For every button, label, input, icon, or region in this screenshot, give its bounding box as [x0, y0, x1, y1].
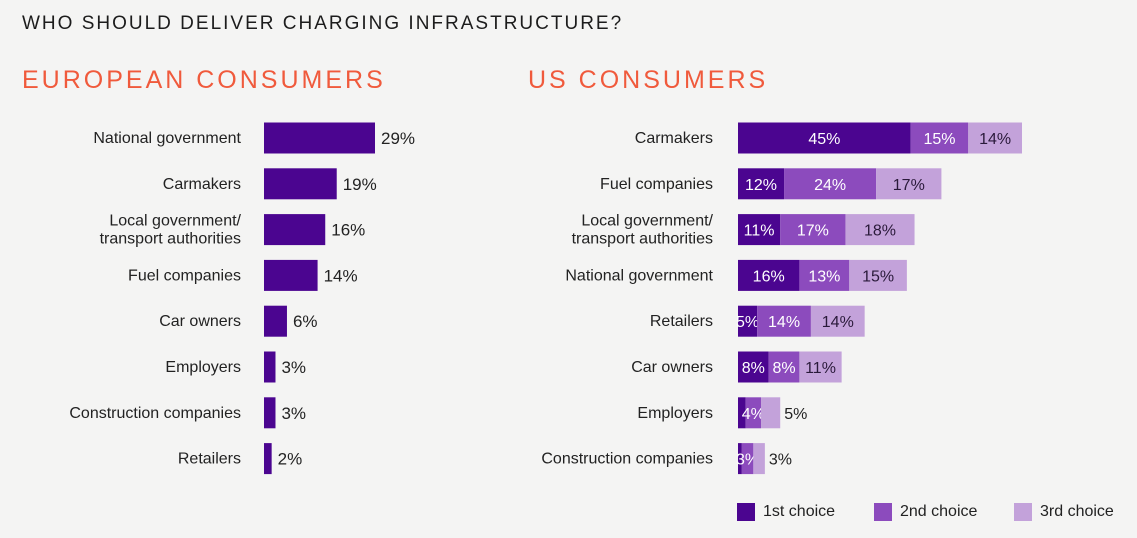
- eu-value-label: 16%: [331, 221, 365, 240]
- us-segment-label: 16%: [753, 268, 785, 285]
- us-bar-segment: [910, 122, 969, 154]
- eu-category-label: Fuel companies: [128, 267, 241, 284]
- eu-bar: [264, 305, 287, 337]
- us-segment-label: 8%: [742, 360, 765, 377]
- eu-value-label: 6%: [293, 312, 318, 331]
- us-segment-label: 4%: [742, 406, 765, 423]
- eu-bar: [264, 397, 276, 429]
- eu-bar: [264, 443, 272, 475]
- us-segment-label: 11%: [805, 360, 836, 377]
- eu-category-label: National government: [93, 130, 241, 147]
- legend-swatch-first: [737, 503, 755, 521]
- us-segment-label: 15%: [923, 131, 955, 148]
- us-category-label: Construction companies: [541, 451, 713, 468]
- us-category-label: Carmakers: [635, 130, 713, 147]
- us-segment-label: 17%: [797, 223, 829, 240]
- eu-bar: [264, 168, 337, 200]
- eu-category-label: Carmakers: [163, 176, 241, 193]
- eu-value-label: 14%: [324, 266, 358, 285]
- us-segment-label: 12%: [745, 177, 777, 194]
- us-bar-segment: [780, 214, 846, 246]
- eu-category-label: Employers: [165, 359, 241, 376]
- us-bar-segment: [968, 122, 1022, 154]
- eu-value-label: 2%: [278, 450, 303, 469]
- us-bar-segment: [876, 168, 942, 200]
- us-segment-label: 14%: [822, 314, 854, 331]
- us-chart-title: US CONSUMERS: [528, 66, 769, 94]
- us-category-label: Fuel companies: [600, 176, 713, 193]
- us-segment-label: 18%: [864, 223, 896, 240]
- us-category-label: Car owners: [631, 359, 713, 376]
- us-bar-segment: [799, 351, 842, 383]
- eu-value-label: 3%: [281, 358, 306, 377]
- us-segment-label: 5%: [784, 406, 807, 423]
- us-category-label: Employers: [637, 405, 713, 422]
- legend-label-third: 3rd choice: [1040, 503, 1114, 520]
- eu-chart-title: EUROPEAN CONSUMERS: [22, 66, 386, 94]
- us-bar-segment: [845, 214, 915, 246]
- legend-swatch-second: [874, 503, 892, 521]
- eu-value-label: 3%: [281, 404, 306, 423]
- legend-label-first: 1st choice: [763, 503, 836, 520]
- us-bar-segment: [768, 351, 800, 383]
- legend-third: 3rd choice: [1014, 503, 1114, 521]
- eu-value-label: 19%: [343, 175, 377, 194]
- us-bar-segment: [738, 122, 911, 154]
- us-bar-segment: [738, 443, 742, 475]
- us-bar-segment: [753, 443, 765, 475]
- us-segment-label: 5%: [736, 314, 759, 331]
- us-bar-segment: [810, 305, 865, 337]
- us-bar-segment: [738, 214, 781, 246]
- eu-category-label: Construction companies: [69, 405, 241, 422]
- us-bar-segment: [799, 259, 850, 291]
- eu-bar: [264, 122, 375, 154]
- eu-category-label: Local government/transport authorities: [100, 213, 242, 248]
- us-bar-segment: [761, 397, 781, 429]
- eu-bar: [264, 351, 276, 383]
- us-bar-segment: [738, 305, 758, 337]
- us-segment-label: 17%: [893, 177, 925, 194]
- legend-swatch-third: [1014, 503, 1032, 521]
- eu-bar: [264, 259, 318, 291]
- us-bar-segment: [784, 168, 877, 200]
- us-segment-label: 24%: [814, 177, 846, 194]
- us-bar-segment: [741, 443, 754, 475]
- us-segment-label: 45%: [808, 131, 840, 148]
- us-segment-label: 8%: [772, 360, 795, 377]
- us-segment-label: 3%: [769, 452, 792, 469]
- us-bar-segment: [745, 397, 762, 429]
- eu-category-label: Car owners: [159, 313, 241, 330]
- us-segment-label: 13%: [808, 268, 840, 285]
- us-bar-segment: [738, 397, 746, 429]
- us-segment-label: 11%: [744, 223, 775, 240]
- us-bar-segment: [757, 305, 811, 337]
- us-bar-segment: [738, 351, 769, 383]
- us-segment-label: 14%: [768, 314, 800, 331]
- us-segment-label: 14%: [979, 131, 1011, 148]
- us-segment-label: 15%: [862, 268, 894, 285]
- page-title: WHO SHOULD DELIVER CHARGING INFRASTRUCTU…: [22, 13, 624, 34]
- us-bar-segment: [849, 259, 907, 291]
- us-category-label: Local government/transport authorities: [572, 213, 714, 248]
- us-category-label: Retailers: [650, 313, 713, 330]
- us-category-label: National government: [565, 267, 713, 284]
- us-bar-segment: [738, 259, 800, 291]
- eu-bar: [264, 214, 326, 246]
- eu-value-label: 29%: [381, 129, 415, 148]
- legend-second: 2nd choice: [874, 503, 977, 521]
- eu-category-label: Retailers: [178, 451, 241, 468]
- legend-label-second: 2nd choice: [900, 503, 978, 520]
- legend-first: 1st choice: [737, 503, 835, 521]
- us-bar-segment: [738, 168, 785, 200]
